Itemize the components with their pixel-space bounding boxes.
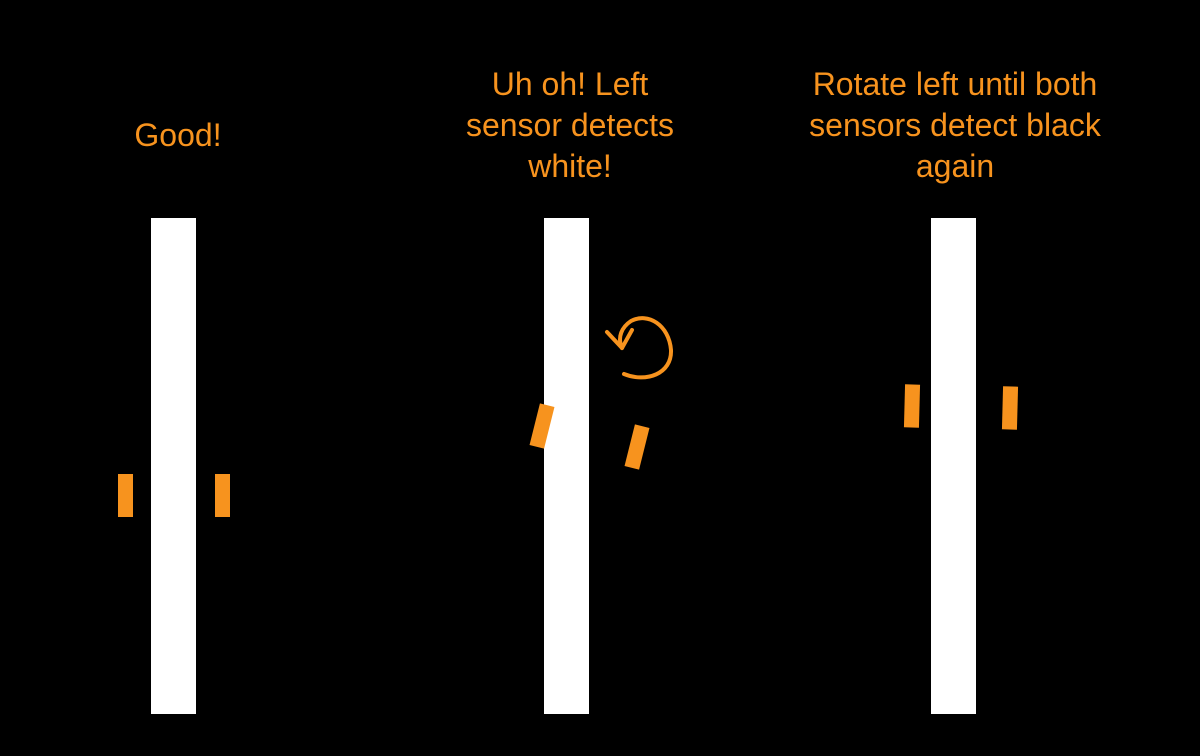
panel-rotate-left [903,218,1019,714]
right-sensor [624,424,650,470]
white-line [931,218,976,714]
panel-good [118,218,230,714]
left-sensor [529,403,555,449]
left-sensor [903,384,921,428]
panel-left-sensor-on-white [529,218,674,714]
caption-good: Good! [134,117,222,153]
right-sensor [215,474,230,517]
white-line [544,218,589,714]
white-line [151,218,196,714]
caption-rotate-left: Rotate left until both sensors detect bl… [809,66,1101,184]
right-sensor [1001,386,1019,430]
rotate-left-arrow-icon [605,316,674,380]
left-sensor [118,474,133,517]
caption-left-sensor-white: Uh oh! Left sensor detects white! [465,66,675,184]
